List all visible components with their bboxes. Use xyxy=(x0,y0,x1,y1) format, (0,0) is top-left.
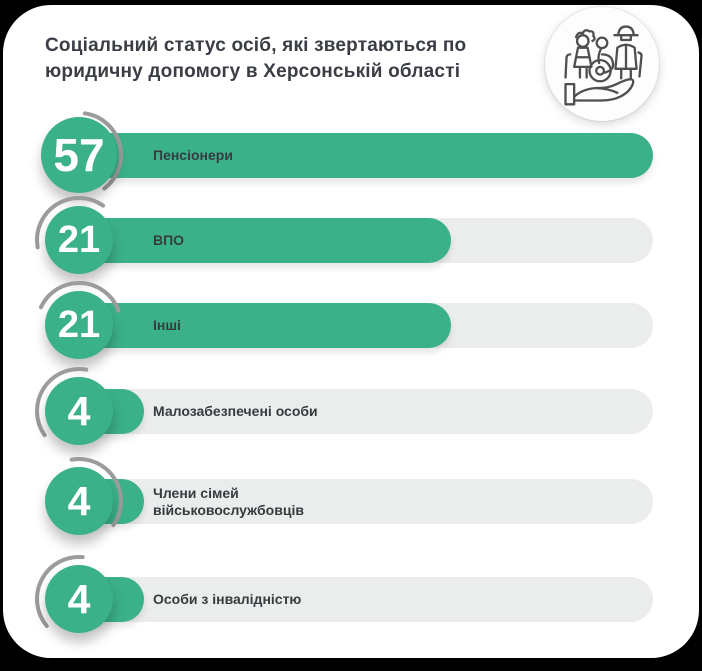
bar-label: Особи з інвалідністю xyxy=(153,591,302,607)
bar-label: Члени сімей військовослужбовців xyxy=(153,484,304,518)
value-circle: 4 xyxy=(45,467,113,535)
value-circle: 57 xyxy=(41,117,117,193)
bar-track xyxy=(75,479,653,524)
bar-row-military-families: 4 Члени сімей військовослужбовців xyxy=(3,456,699,546)
bar-row-idps: 21 ВПО xyxy=(3,195,699,285)
care-for-vulnerable-people-icon xyxy=(545,7,659,121)
care-icon-drawing xyxy=(564,25,643,106)
bar-track xyxy=(75,577,653,622)
bar-label: Пенсіонери xyxy=(153,147,233,163)
infographic-card: Соціальний статус осіб, які звертаються … xyxy=(3,5,699,658)
bar-row-low-income: 4 Малозабезпечені особи xyxy=(3,366,699,456)
bar-row-pensioners: 57 Пенсіонери xyxy=(3,110,699,200)
value-circle: 4 xyxy=(45,377,113,445)
bar-track xyxy=(75,389,653,434)
page-title: Соціальний статус осіб, які звертаються … xyxy=(45,35,467,82)
value-circle: 21 xyxy=(45,206,113,274)
bar-label: Малозабезпечені особи xyxy=(153,403,318,419)
bar-label: ВПО xyxy=(153,232,185,248)
bar-row-disabilities: 4 Особи з інвалідністю xyxy=(3,554,699,644)
value-circle: 21 xyxy=(45,291,113,359)
value-circle: 4 xyxy=(45,565,113,633)
bar-fill xyxy=(75,303,451,348)
bar-row-others: 21 Інші xyxy=(3,280,699,370)
bar-fill xyxy=(75,218,451,263)
bar-label: Інші xyxy=(153,317,181,333)
bar-fill xyxy=(75,133,653,178)
